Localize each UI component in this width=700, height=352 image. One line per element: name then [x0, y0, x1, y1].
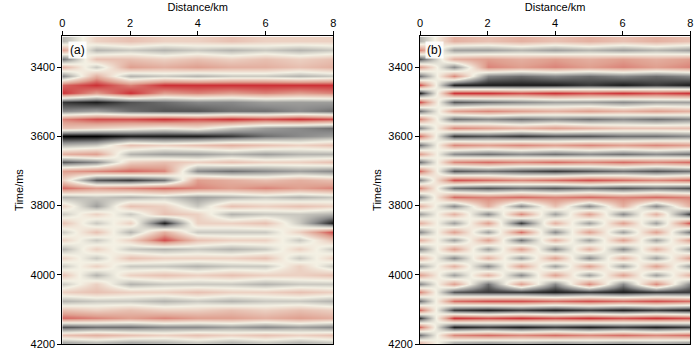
svg-text:3800: 3800 — [388, 199, 412, 211]
svg-text:3800: 3800 — [31, 199, 55, 211]
svg-text:3600: 3600 — [388, 130, 412, 142]
svg-text:0: 0 — [59, 17, 65, 29]
svg-text:Distance/km: Distance/km — [525, 1, 586, 13]
svg-text:2: 2 — [127, 17, 133, 29]
svg-text:0: 0 — [417, 17, 423, 29]
svg-text:Distance/km: Distance/km — [167, 1, 228, 13]
svg-text:8: 8 — [687, 17, 693, 29]
svg-text:3400: 3400 — [31, 61, 55, 73]
svg-text:4000: 4000 — [388, 269, 412, 281]
svg-text:3400: 3400 — [388, 61, 412, 73]
svg-text:Time/ms: Time/ms — [371, 169, 383, 211]
svg-text:3600: 3600 — [31, 130, 55, 142]
svg-text:6: 6 — [262, 17, 268, 29]
svg-text:4000: 4000 — [31, 269, 55, 281]
svg-text:(a): (a) — [70, 43, 85, 57]
svg-text:4: 4 — [195, 17, 201, 29]
svg-text:2: 2 — [484, 17, 490, 29]
svg-text:4200: 4200 — [31, 338, 55, 350]
svg-text:4200: 4200 — [388, 338, 412, 350]
svg-text:6: 6 — [620, 17, 626, 29]
svg-text:Time/ms: Time/ms — [13, 169, 25, 211]
svg-text:4: 4 — [552, 17, 558, 29]
svg-text:8: 8 — [330, 17, 336, 29]
svg-text:(b): (b) — [427, 43, 442, 57]
